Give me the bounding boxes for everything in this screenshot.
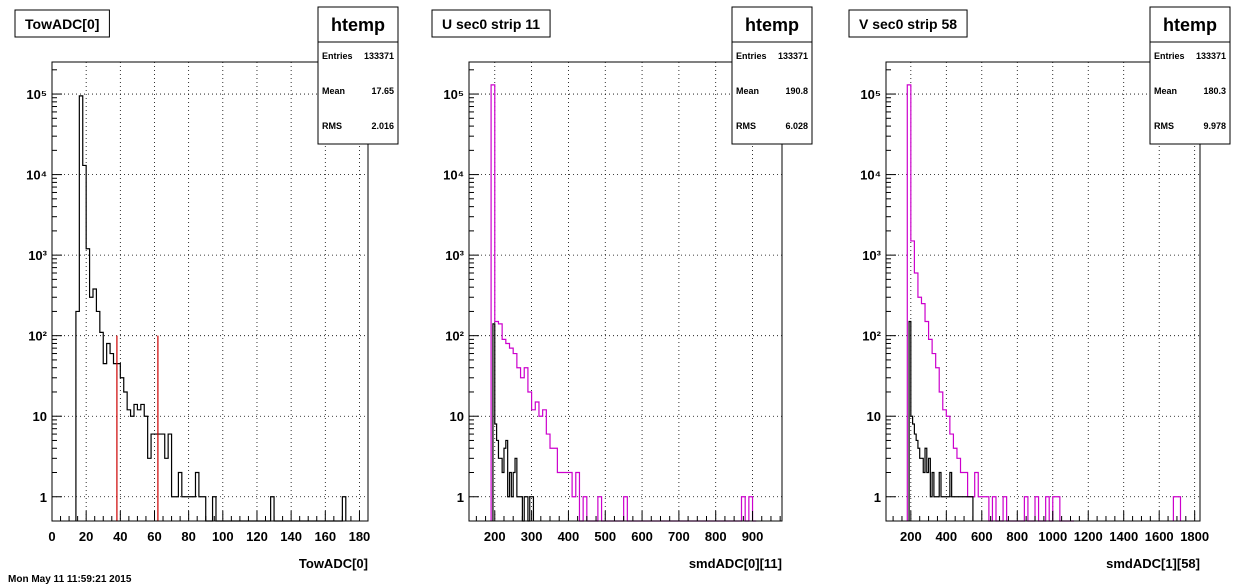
x-tick-label: 700 [668, 529, 690, 544]
y-tick-label: 1 [40, 490, 47, 505]
stats-box-frame [317, 6, 399, 145]
y-tick-label: 10³ [28, 248, 47, 263]
chart-title-box: TowADC[0] [14, 9, 110, 38]
stats-box: htemp Entries 133371 Mean 180.3 RMS 9.978 [1149, 6, 1231, 145]
chart-pad-1: 0 20 40 60 80 100 120 140 160 180 1 10 10² 10³ 10⁴ 10⁵ T… [14, 6, 399, 571]
x-tick-label: 140 [280, 529, 302, 544]
stats-label-mean: Mean [736, 86, 759, 96]
x-tick-label: 160 [314, 529, 336, 544]
plot-frame [468, 61, 783, 522]
stats-value-entries: 133371 [1196, 51, 1226, 61]
histogram-series-black [908, 320, 974, 521]
x-tick-label: 180 [349, 529, 371, 544]
x-tick-label: 1400 [1109, 529, 1138, 544]
x-tick-label: 200 [484, 529, 506, 544]
stats-value-mean: 190.8 [785, 86, 808, 96]
plot-frame [885, 61, 1201, 522]
x-tick-label: 1600 [1145, 529, 1174, 544]
chart-title-frame [14, 9, 110, 38]
y-tick-label: 10⁵ [860, 87, 881, 102]
chart-title: TowADC[0] [25, 16, 99, 32]
stats-value-entries: 133371 [364, 51, 394, 61]
x-tick-label: 400 [558, 529, 580, 544]
stats-value-rms: 2.016 [371, 121, 394, 131]
stats-box-frame [1149, 6, 1231, 145]
y-tick-label: 10² [445, 329, 464, 344]
stats-title: htemp [745, 15, 799, 35]
y-tick-label: 10 [450, 409, 464, 424]
x-tick-label: 600 [971, 529, 993, 544]
histogram-series-black [492, 323, 535, 522]
y-tick-label: 10 [33, 409, 47, 424]
x-axis-label: smdADC[0][11] [689, 556, 782, 571]
y-tick-label: 10² [862, 329, 881, 344]
y-tick-label: 10³ [862, 248, 881, 263]
x-tick-label: 800 [705, 529, 727, 544]
x-tick-label: 900 [742, 529, 764, 544]
x-tick-label: 120 [246, 529, 268, 544]
x-tick-label: 60 [147, 529, 161, 544]
y-tick-label: 10⁴ [443, 168, 464, 183]
y-tick-label: 10⁴ [860, 168, 881, 183]
x-tick-label: 1800 [1180, 529, 1209, 544]
y-tick-label: 10 [867, 409, 881, 424]
chart-title: U sec0 strip 11 [442, 16, 540, 32]
plot-frame [51, 61, 369, 522]
x-tick-label: 1000 [1038, 529, 1067, 544]
chart-title-frame [431, 9, 551, 38]
x-tick-label: 0 [48, 529, 55, 544]
y-tick-label: 10² [28, 329, 47, 344]
stats-value-rms: 9.978 [1203, 121, 1226, 131]
footer-timestamp: Mon May 11 11:59:21 2015 [8, 574, 132, 585]
x-tick-label: 300 [521, 529, 543, 544]
stats-label-mean: Mean [1154, 86, 1177, 96]
chart-title-box: V sec0 strip 58 [848, 9, 968, 38]
y-tick-label: 10⁴ [26, 168, 47, 183]
histogram-series-magenta [490, 84, 757, 522]
y-tick-label: 10⁵ [26, 87, 47, 102]
chart-title-box: U sec0 strip 11 [431, 9, 551, 38]
stats-label-rms: RMS [736, 121, 756, 131]
stats-label-rms: RMS [322, 121, 342, 131]
y-tick-label: 1 [874, 490, 881, 505]
stats-value-mean: 17.65 [371, 86, 394, 96]
stats-title: htemp [331, 15, 385, 35]
y-tick-label: 10³ [445, 248, 464, 263]
x-tick-label: 400 [935, 529, 957, 544]
stats-box: htemp Entries 133371 Mean 17.65 RMS 2.016 [317, 6, 399, 145]
x-axis-label: TowADC[0] [299, 556, 368, 571]
x-tick-label: 200 [900, 529, 922, 544]
stats-label-entries: Entries [322, 51, 353, 61]
stats-box: htemp Entries 133371 Mean 190.8 RMS 6.028 [731, 6, 813, 145]
x-tick-label: 40 [113, 529, 127, 544]
x-axis-label: smdADC[1][58] [1106, 556, 1200, 571]
stats-title: htemp [1163, 15, 1217, 35]
histogram-series-magenta [1172, 496, 1182, 521]
stats-value-mean: 180.3 [1203, 86, 1226, 96]
x-tick-label: 100 [212, 529, 234, 544]
stats-label-mean: Mean [322, 86, 345, 96]
x-tick-label: 1200 [1074, 529, 1103, 544]
stats-label-rms: RMS [1154, 121, 1174, 131]
x-tick-label: 80 [181, 529, 195, 544]
x-tick-label: 500 [594, 529, 616, 544]
stats-box-frame [731, 6, 813, 145]
stats-value-rms: 6.028 [785, 121, 808, 131]
chart-pad-2: 200 300 400 500 600 700 800 900 1 10 10² 10³ 10⁴ 10⁵ s… [431, 6, 813, 571]
chart-title-frame [848, 9, 968, 38]
chart-pad-3: 200 400 600 800 1000 1200 1400 1600 1800 1 10 10² 10… [848, 6, 1231, 571]
chart-title: V sec0 strip 58 [859, 16, 957, 32]
stats-value-entries: 133371 [778, 51, 808, 61]
stats-label-entries: Entries [736, 51, 767, 61]
stats-label-entries: Entries [1154, 51, 1185, 61]
histogram-series-magenta [906, 84, 1075, 522]
y-tick-label: 1 [457, 490, 464, 505]
y-tick-label: 10⁵ [443, 87, 464, 102]
x-tick-label: 600 [631, 529, 653, 544]
x-tick-label: 20 [79, 529, 93, 544]
x-tick-label: 800 [1006, 529, 1028, 544]
